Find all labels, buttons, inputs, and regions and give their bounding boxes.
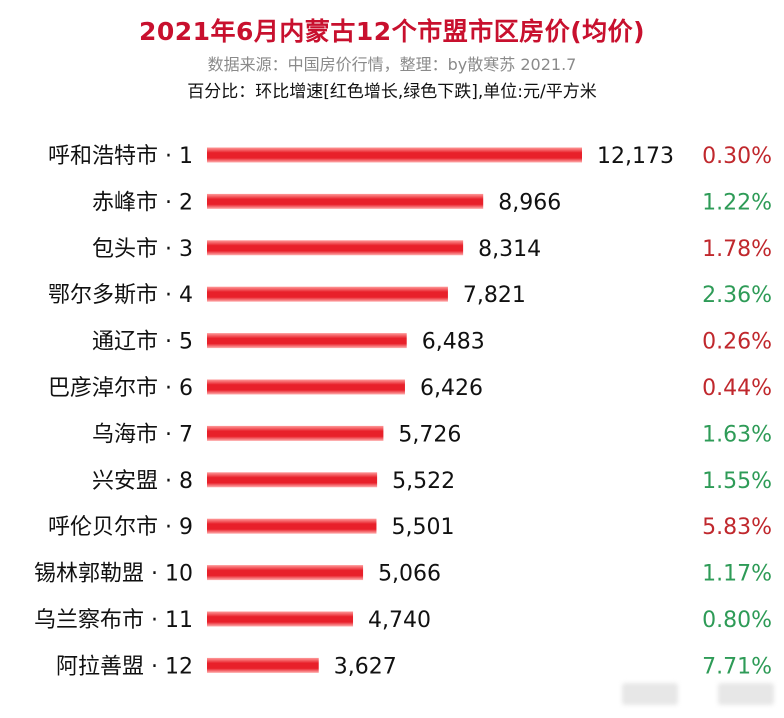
category-label: 阿拉善盟 · 12 — [56, 654, 193, 679]
mom-change-label: 0.44% — [702, 376, 772, 401]
value-label: 8,966 — [498, 190, 561, 215]
value-label: 5,726 — [398, 422, 461, 447]
value-label: 5,522 — [392, 469, 455, 494]
bar — [207, 286, 448, 302]
bar — [207, 193, 484, 209]
category-label: 通辽市 · 5 — [92, 330, 193, 355]
chart-subtitle: 数据来源：中国房价行情，整理：by散寒苏 2021.7 — [207, 55, 577, 74]
watermark-blur — [718, 683, 774, 705]
mom-change-label: 0.26% — [702, 330, 772, 355]
category-label: 鄂尔多斯市 · 4 — [48, 283, 193, 308]
bar — [207, 147, 582, 163]
bar — [207, 425, 384, 441]
value-label: 5,066 — [378, 562, 441, 587]
category-label: 乌兰察布市 · 11 — [34, 608, 193, 633]
mom-change-label: 1.17% — [702, 562, 772, 587]
mom-change-label: 1.78% — [702, 237, 772, 262]
chart-note: 百分比：环比增速[红色增长,绿色下跌],单位:元/平方米 — [187, 82, 597, 102]
bar — [207, 565, 364, 581]
value-label: 8,314 — [478, 237, 541, 262]
mom-change-label: 0.80% — [702, 608, 772, 633]
value-label: 6,483 — [422, 330, 485, 355]
watermark-blur — [622, 683, 678, 705]
mom-change-label: 0.30% — [702, 144, 772, 169]
mom-change-label: 1.55% — [702, 469, 772, 494]
category-label: 呼伦贝尔市 · 9 — [48, 515, 193, 540]
bar — [207, 657, 319, 673]
chart-title: 2021年6月内蒙古12个市盟市区房价(均价) — [138, 17, 646, 46]
category-label: 呼和浩特市 · 1 — [48, 144, 193, 169]
category-label: 赤峰市 · 2 — [92, 190, 193, 215]
value-label: 4,740 — [368, 608, 431, 633]
category-label: 锡林郭勒盟 · 10 — [34, 562, 193, 587]
bar — [207, 333, 407, 349]
value-label: 6,426 — [420, 376, 483, 401]
bar — [207, 518, 377, 534]
value-label: 3,627 — [334, 654, 397, 679]
mom-change-label: 2.36% — [702, 283, 772, 308]
mom-change-label: 1.63% — [702, 422, 772, 447]
mom-change-label: 5.83% — [702, 515, 772, 540]
category-label: 包头市 · 3 — [92, 237, 193, 262]
bar — [207, 240, 464, 256]
bar — [207, 611, 354, 627]
value-label: 7,821 — [463, 283, 526, 308]
bar — [207, 379, 405, 395]
value-label: 5,501 — [391, 515, 454, 540]
category-label: 乌海市 · 7 — [92, 422, 193, 447]
value-label: 12,173 — [597, 144, 674, 169]
bar — [207, 472, 378, 488]
mom-change-label: 7.71% — [702, 654, 772, 679]
category-label: 巴彦淖尔市 · 6 — [48, 376, 193, 401]
category-label: 兴安盟 · 8 — [92, 469, 193, 494]
mom-change-label: 1.22% — [702, 190, 772, 215]
